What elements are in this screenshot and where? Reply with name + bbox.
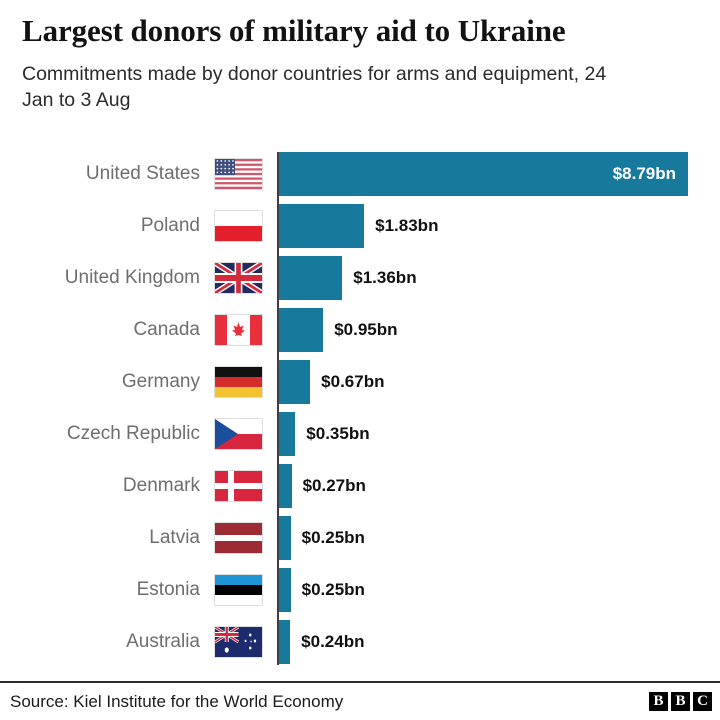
country-label-latvia: Latvia [149, 527, 200, 548]
flag-denmark-icon [215, 471, 262, 501]
table-row: Australia $0.24bn [0, 620, 720, 672]
country-label-australia: Australia [126, 631, 200, 652]
y-axis-line [277, 152, 279, 665]
bar-value-label: $0.25bn [301, 528, 365, 547]
page-title: Largest donors of military aid to Ukrain… [22, 13, 566, 48]
bar-latvia [279, 516, 291, 560]
bar-value-label: $8.79bn [612, 164, 676, 183]
table-row: Estonia $0.25bn [0, 568, 720, 620]
country-label-estonia: Estonia [136, 579, 200, 600]
flag-australia-icon [215, 627, 262, 657]
bar-czech-republic [279, 412, 296, 456]
country-label-united-states: United States [85, 163, 200, 184]
country-label-germany: Germany [121, 371, 200, 392]
bar-value-label: $0.24bn [301, 632, 365, 651]
table-row: Germany $0.67bn [0, 360, 720, 412]
bar-value-label: $0.27bn [302, 476, 366, 495]
table-row: Canada $0.95bn [0, 308, 720, 360]
flag-germany-icon [215, 367, 262, 397]
bar-australia [279, 620, 291, 664]
bar-value-label: $0.95bn [334, 320, 398, 339]
flag-united-states-icon [215, 159, 262, 189]
source-attribution: Source: Kiel Institute for the World Eco… [10, 692, 344, 711]
country-label-poland: Poland [140, 215, 200, 236]
table-row: Poland $1.83bn [0, 204, 720, 256]
country-label-united-kingdom: United Kingdom [64, 267, 200, 288]
country-label-czech-republic: Czech Republic [66, 423, 200, 444]
bar-united-states: $8.79bn [279, 152, 688, 196]
country-label-denmark: Denmark [122, 475, 200, 496]
bar-estonia [279, 568, 291, 612]
footer-divider [0, 681, 720, 683]
bar-value-label: $0.25bn [301, 580, 365, 599]
bar-canada [279, 308, 324, 352]
flag-czech-republic-icon [215, 419, 262, 449]
bar-value-label: $1.83bn [375, 216, 439, 235]
bar-germany [279, 360, 311, 404]
table-row: United Kingdom $1.36bn [0, 256, 720, 308]
flag-united-kingdom-icon [215, 263, 262, 293]
chart-subtitle: Commitments made by donor countries for … [22, 62, 607, 111]
bbc-logo-block-1: B [649, 692, 668, 711]
bbc-logo-block-3: C [693, 692, 712, 711]
flag-estonia-icon [215, 575, 262, 605]
table-row: Latvia $0.25bn [0, 516, 720, 568]
flag-poland-icon [215, 211, 262, 241]
flag-latvia-icon [215, 523, 262, 553]
bar-united-kingdom [279, 256, 343, 300]
table-row: Czech Republic $0.35bn [0, 412, 720, 464]
table-row: Denmark $0.27bn [0, 464, 720, 516]
bbc-logo: B B C [649, 692, 712, 711]
bar-value-label: $1.36bn [353, 268, 417, 287]
bar-poland [279, 204, 365, 248]
flag-canada-icon [215, 315, 262, 345]
chart-plot-area: United States $8.79bn Poland $1.83bn Unite… [0, 152, 720, 668]
chart-header: Largest donors of military aid to Ukrain… [22, 13, 702, 114]
bar-value-label: $0.67bn [321, 372, 385, 391]
bbc-logo-block-2: B [671, 692, 690, 711]
table-row: United States $8.79bn [0, 152, 720, 204]
bar-denmark [279, 464, 292, 508]
country-label-canada: Canada [133, 319, 200, 340]
bar-value-label: $0.35bn [306, 424, 370, 443]
